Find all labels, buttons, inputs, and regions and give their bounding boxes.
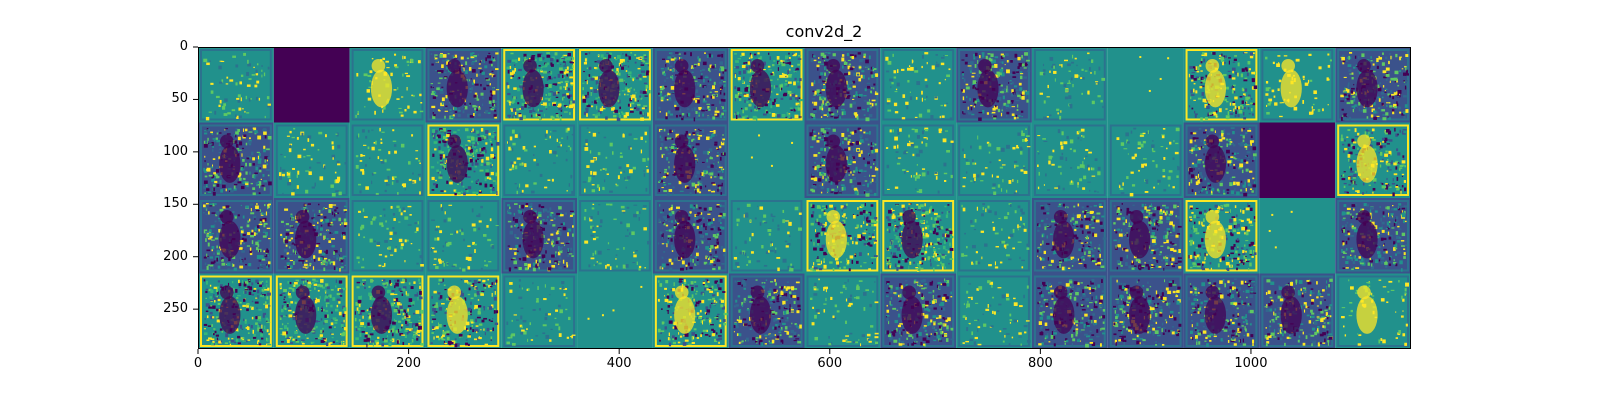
feature-map-tile: [1184, 274, 1260, 350]
feature-map-tile: [1108, 198, 1184, 274]
feature-map-tile: [1259, 123, 1335, 199]
feature-map-tile: [1108, 47, 1184, 123]
feature-map-tile: [1259, 274, 1335, 350]
x-tick-label: 600: [800, 356, 860, 371]
feature-map-tile: [729, 47, 805, 123]
feature-map-tile: [1108, 274, 1184, 350]
feature-map-tile: [501, 47, 577, 123]
x-tick-label: 200: [379, 356, 439, 371]
feature-map-tile: [425, 123, 501, 199]
feature-map-tile: [1032, 274, 1108, 350]
feature-map-tile: [956, 123, 1032, 199]
feature-map-tile: [1032, 123, 1108, 199]
feature-map-tile: [1259, 47, 1335, 123]
feature-map-tile: [1032, 198, 1108, 274]
feature-map-tile: [425, 274, 501, 350]
y-tick-label: 200: [158, 249, 188, 264]
feature-map-tile: [425, 198, 501, 274]
feature-map-tile: [274, 123, 350, 199]
feature-map-tile: [805, 47, 881, 123]
feature-map-tile: [1108, 123, 1184, 199]
feature-map-tile: [880, 198, 956, 274]
feature-map-tile: [1335, 198, 1411, 274]
feature-map-tile: [956, 274, 1032, 350]
feature-map-tile: [880, 274, 956, 350]
x-tick-label: 1000: [1221, 356, 1281, 371]
feature-map-tile: [1259, 198, 1335, 274]
feature-map-tile: [1184, 123, 1260, 199]
feature-map-tile: [805, 198, 881, 274]
feature-map-tile: [956, 198, 1032, 274]
feature-map-tile: [577, 47, 653, 123]
feature-map-tile: [577, 123, 653, 199]
feature-map-tile: [729, 274, 805, 350]
feature-map-tile: [501, 123, 577, 199]
feature-map-tile: [501, 198, 577, 274]
feature-map-tile: [880, 123, 956, 199]
feature-map-tile: [198, 274, 274, 350]
x-tick-label: 800: [1010, 356, 1070, 371]
feature-map-tile: [198, 198, 274, 274]
feature-map-tile: [805, 123, 881, 199]
feature-map-tile: [653, 123, 729, 199]
x-tick-label: 0: [168, 356, 228, 371]
y-tick-label: 250: [158, 301, 188, 316]
feature-map-tile: [274, 47, 350, 123]
feature-map-tile: [805, 274, 881, 350]
feature-map-tile: [198, 123, 274, 199]
y-tick-label: 150: [158, 196, 188, 211]
feature-map-tile: [1184, 47, 1260, 123]
feature-map-tile: [274, 198, 350, 274]
feature-map-tile: [350, 274, 426, 350]
feature-map-tile: [1032, 47, 1108, 123]
feature-map-grid: [198, 47, 1411, 349]
feature-map-tile: [956, 47, 1032, 123]
y-tick-label: 0: [158, 39, 188, 54]
feature-map-tile: [350, 198, 426, 274]
feature-map-tile: [577, 198, 653, 274]
feature-map-tile: [653, 198, 729, 274]
x-tick-label: 400: [589, 356, 649, 371]
feature-map-tile: [1335, 47, 1411, 123]
feature-map-tile: [653, 274, 729, 350]
feature-map-tile: [653, 47, 729, 123]
feature-map-tile: [274, 274, 350, 350]
y-tick-label: 50: [158, 91, 188, 106]
figure-title: conv2d_2: [0, 22, 1600, 41]
feature-map-tile: [1335, 123, 1411, 199]
feature-map-tile: [577, 274, 653, 350]
y-tick-label: 100: [158, 144, 188, 159]
feature-map-tile: [350, 47, 426, 123]
feature-map-tile: [198, 47, 274, 123]
feature-map-tile: [350, 123, 426, 199]
feature-map-tile: [729, 123, 805, 199]
feature-map-tile: [1335, 274, 1411, 350]
feature-map-tile: [729, 198, 805, 274]
feature-map-tile: [501, 274, 577, 350]
feature-map-tile: [425, 47, 501, 123]
feature-map-tile: [880, 47, 956, 123]
feature-map-tile: [1184, 198, 1260, 274]
feature-map-plot: [198, 47, 1411, 349]
